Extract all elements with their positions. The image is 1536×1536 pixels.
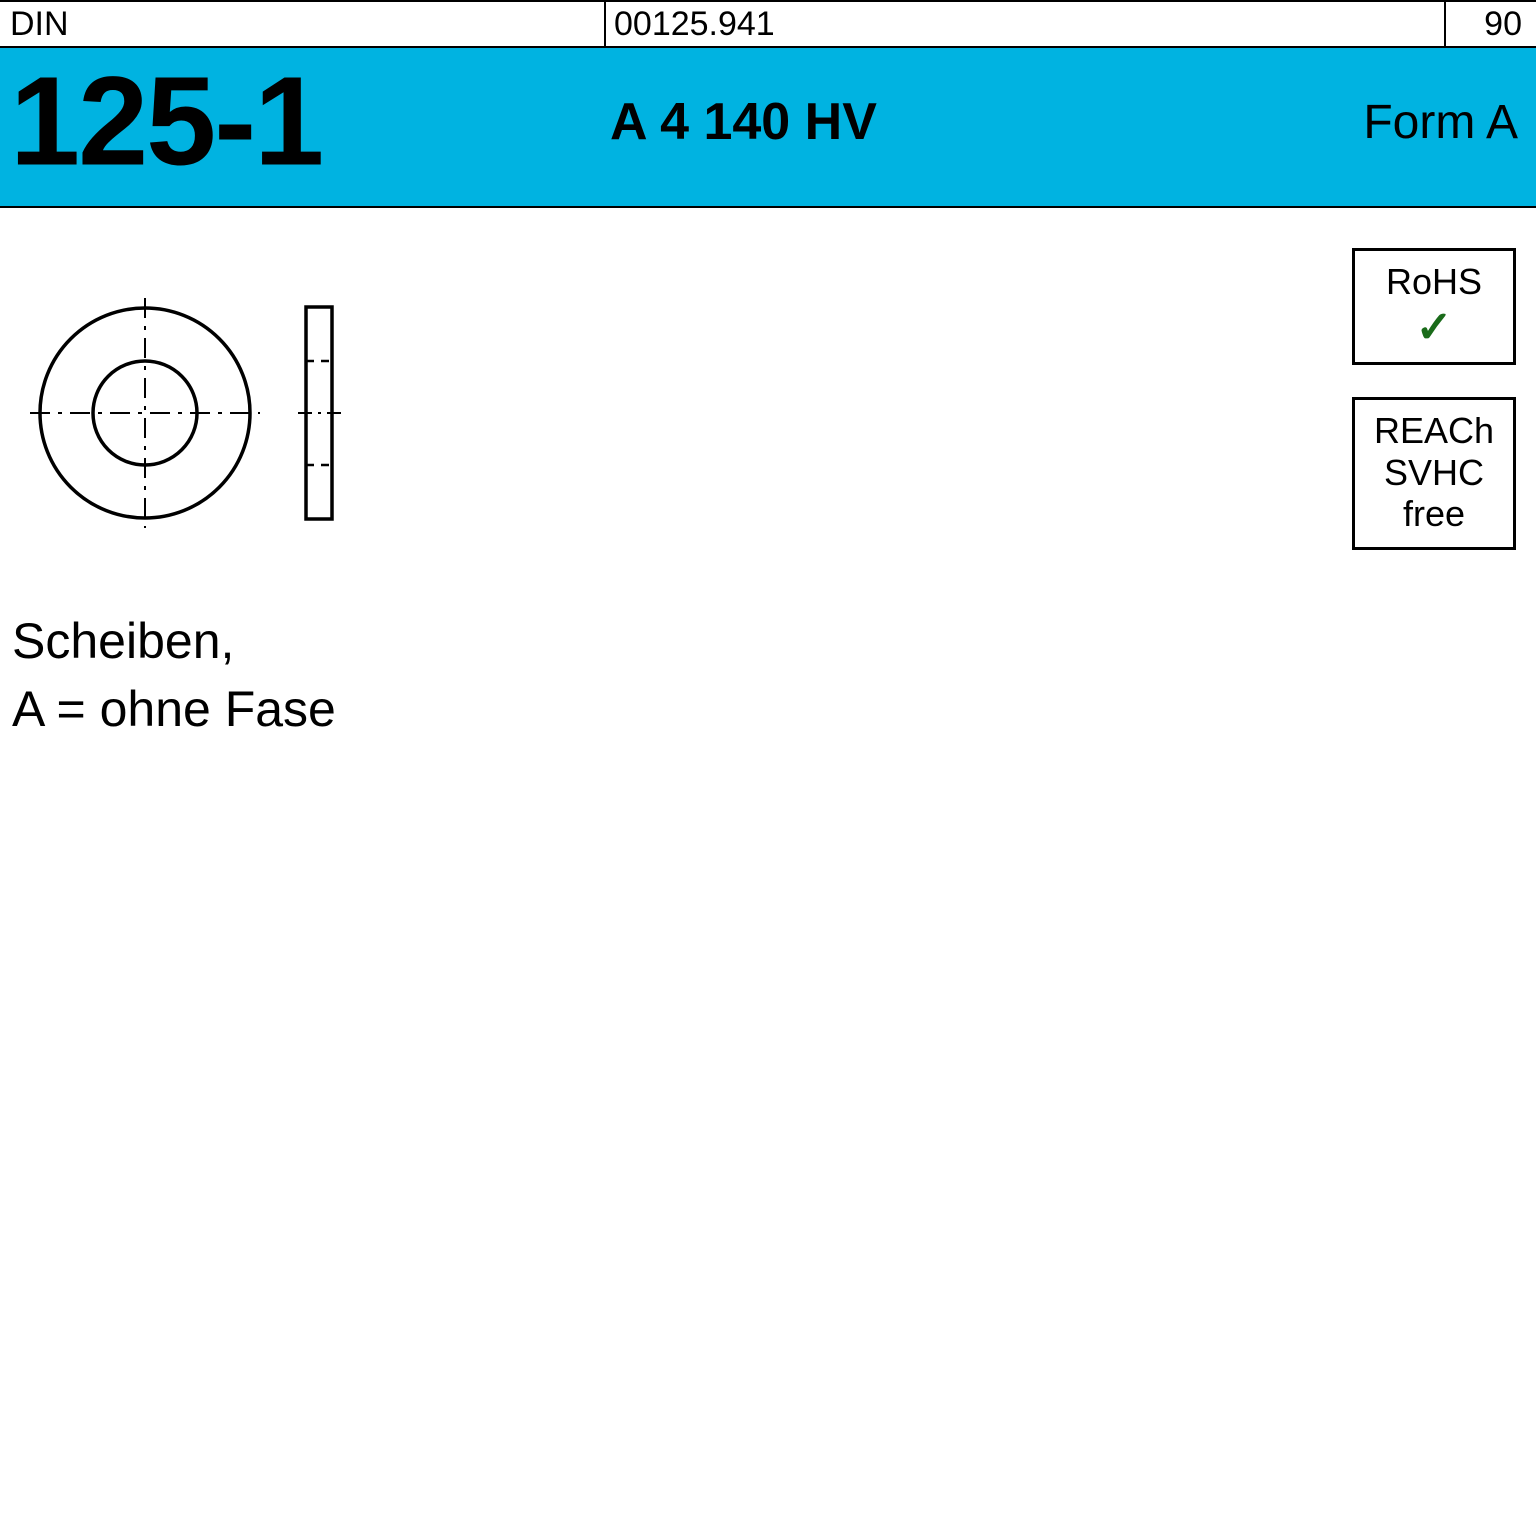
reach-line-3: free <box>1403 493 1465 534</box>
standard-number: 125-1 <box>10 49 322 194</box>
rohs-label: RoHS <box>1386 261 1482 302</box>
title-band: 125-1 A 4 140 HV Form A <box>0 48 1536 208</box>
header-row: DIN 00125.941 90 <box>0 0 1536 48</box>
reach-badge: REACh SVHC free <box>1352 397 1516 549</box>
product-description: Scheiben, A = ohne Fase <box>12 608 336 743</box>
version-number: 90 <box>1446 2 1536 46</box>
washer-icon <box>30 288 370 548</box>
compliance-badges: RoHS ✓ REACh SVHC free <box>1352 248 1516 582</box>
din-label: DIN <box>0 2 606 46</box>
washer-drawing <box>30 288 370 553</box>
material-spec: A 4 140 HV <box>610 92 877 152</box>
reach-line-1: REACh <box>1374 410 1494 451</box>
rohs-badge: RoHS ✓ <box>1352 248 1516 365</box>
product-code: 00125.941 <box>606 2 1446 46</box>
check-icon: ✓ <box>1416 306 1453 350</box>
product-spec-card: DIN 00125.941 90 125-1 A 4 140 HV Form A <box>0 0 1536 1536</box>
form-label: Form A <box>1363 95 1518 150</box>
description-line-1: Scheiben, <box>12 608 336 676</box>
description-line-2: A = ohne Fase <box>12 676 336 744</box>
reach-line-2: SVHC <box>1384 452 1484 493</box>
